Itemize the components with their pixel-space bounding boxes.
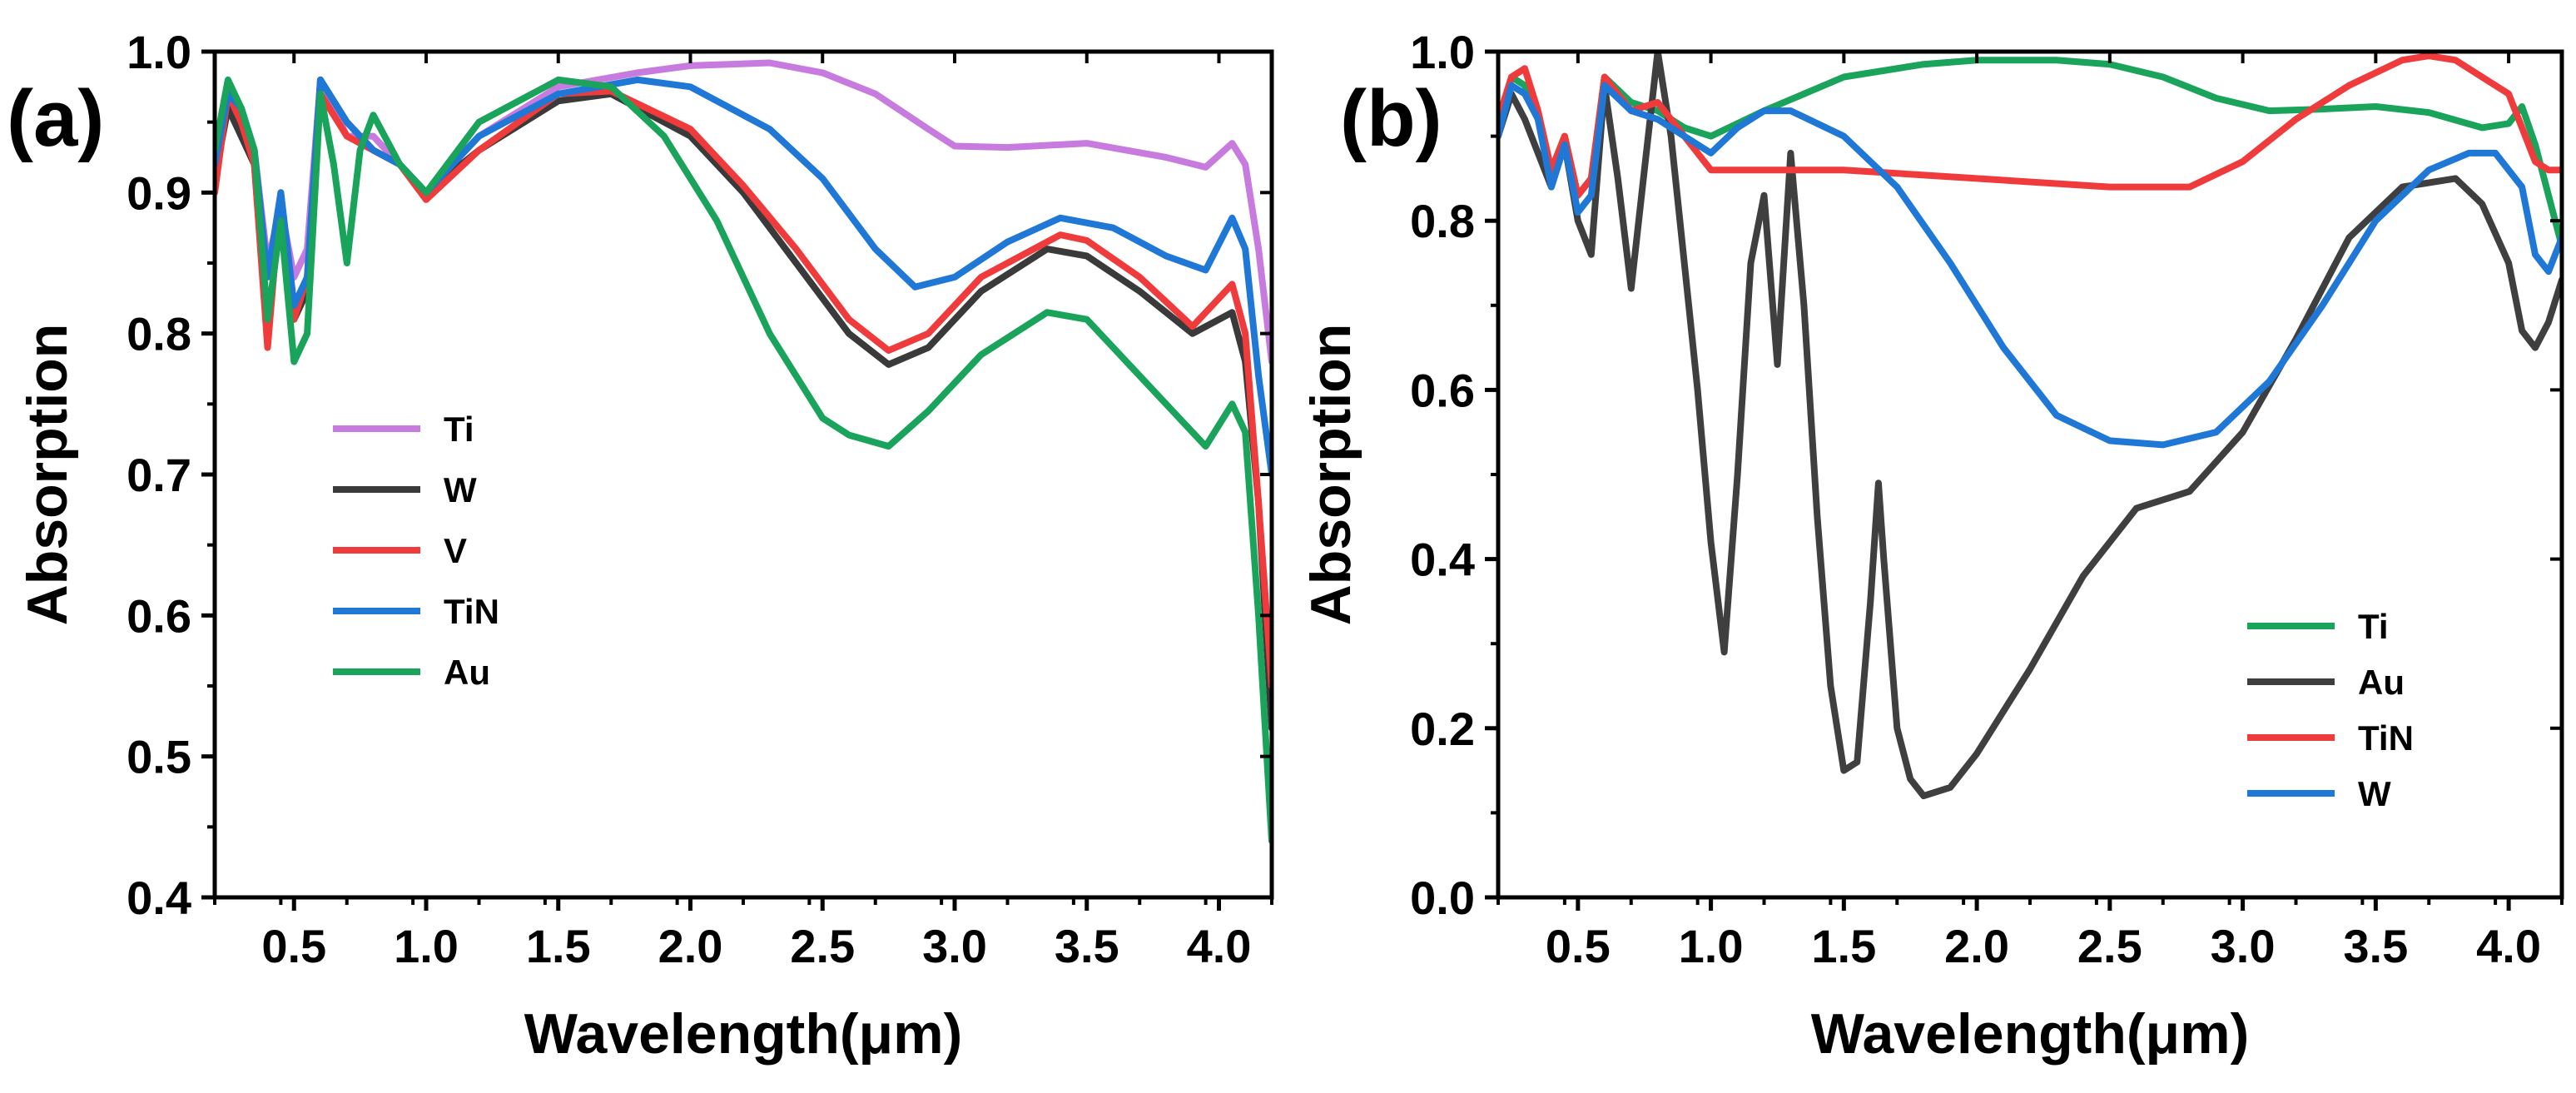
x-tick-label: 3.0 [2211,920,2276,972]
legend-label: Ti [444,410,474,449]
y-tick-label: 1.0 [127,26,191,78]
x-tick-label: 1.5 [526,920,591,972]
panel-a: 0.5 1.0 1.5 2.0 2.5 3.0 3.5 4.0 0.4 0.5 0.6 0.7 0.8 0… [7,26,1274,1066]
series-line-tin [1498,52,2562,199]
y-tick-label: 0.4 [1410,534,1475,586]
series-group [215,59,1272,845]
x-tick-label: 3.5 [2343,920,2408,972]
x-tick-label: 2.5 [2077,920,2142,972]
y-axis-title: Absorption [16,324,79,626]
x-tick-label: 3.5 [1055,920,1119,972]
x-tick-label: 2.0 [1944,920,2009,972]
x-tick-label: 2.0 [658,920,723,972]
x-tick-label: 1.0 [394,920,459,972]
legend: Ti Au TiN W [2247,607,2414,813]
y-tick-label: 0.9 [127,166,191,219]
panel-label: (b) [1340,74,1442,163]
y-tick-label: 0.8 [1410,195,1475,247]
x-tick-label: 4.0 [1187,920,1252,972]
legend-label: W [444,470,477,509]
legend-label: Au [444,653,490,692]
y-tick-label: 1.0 [1410,26,1475,78]
legend-label: W [2358,774,2391,813]
x-tick-label: 1.5 [1811,920,1876,972]
y-axis-title: Absorption [1299,324,1362,626]
y-tick-label: 0.6 [127,589,191,642]
series-line-au [1498,50,2562,800]
legend-label: Au [2358,663,2405,702]
x-axis-title: Wavelength(μm) [524,1002,962,1066]
x-tick-label: 2.5 [790,920,855,972]
series-line-w [1498,82,2562,449]
y-tick-label: 0.2 [1410,703,1475,755]
x-tick-label: 4.0 [2476,920,2541,972]
y-tick-label: 0.4 [127,872,191,924]
y-tick-label: 0.8 [127,308,191,360]
x-tick-label: 0.5 [1546,920,1611,972]
series-line-au [215,76,1272,845]
y-tick-label: 0.6 [1410,364,1475,416]
series-group [1498,50,2562,800]
x-axis-title: Wavelength(μm) [1811,1002,2249,1066]
legend-label: V [444,531,467,570]
x-tick-label: 3.0 [922,920,987,972]
series-line-tin [215,76,1272,478]
legend-label: TiN [2358,718,2414,758]
x-tick-label: 0.5 [261,920,326,972]
legend: Ti WV TiN Au [333,410,499,692]
y-tick-label: 0.0 [1410,872,1475,924]
legend-label: TiN [444,592,499,631]
panel-b: 0.5 1.0 1.5 2.0 2.5 3.0 3.5 4.0 0.0 0.2 0.4 0.6 0.8 1… [1299,26,2564,1066]
x-tick-label: 1.0 [1679,920,1744,972]
y-tick-label: 0.7 [127,449,191,501]
legend-label: Ti [2358,607,2389,646]
y-tick-label: 0.5 [127,731,191,783]
panel-label: (a) [7,74,104,163]
